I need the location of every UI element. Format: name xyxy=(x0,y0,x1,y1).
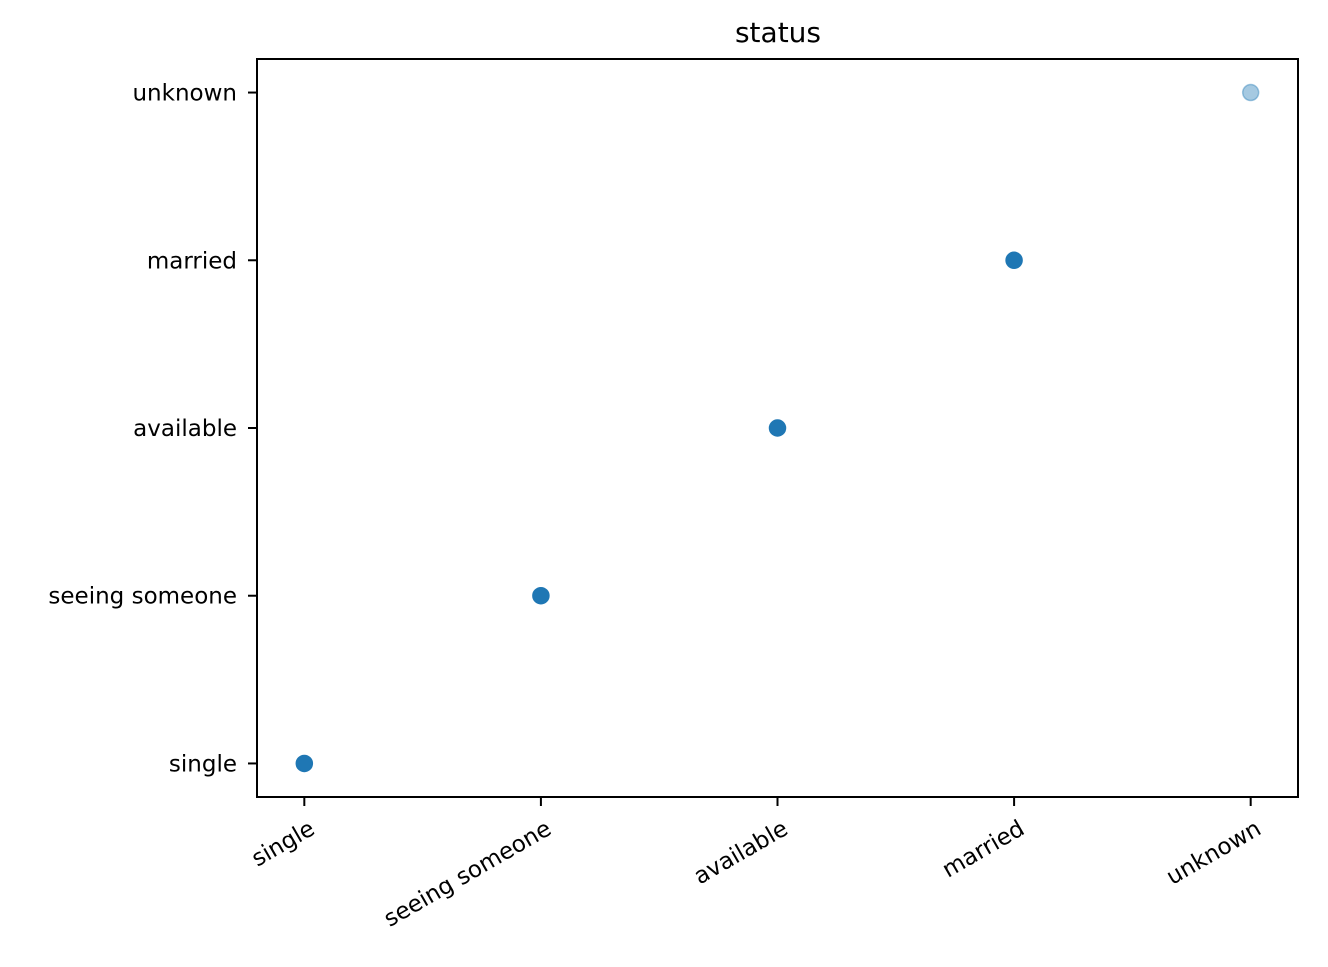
data-point xyxy=(532,586,550,605)
x-tick-label: available xyxy=(690,816,793,890)
data-point xyxy=(1005,251,1023,270)
data-point xyxy=(1241,83,1260,102)
y-axis: single seeing someone available married unkn… xyxy=(48,81,257,777)
x-tick-label: married xyxy=(938,816,1029,884)
x-tick-label: seeing someone xyxy=(380,816,556,933)
y-tick-label: married xyxy=(147,248,237,274)
data-points xyxy=(295,83,1260,773)
y-tick-label: available xyxy=(133,416,237,442)
x-tick-label: single xyxy=(247,816,319,873)
chart-title: status xyxy=(735,16,821,49)
data-point xyxy=(768,419,787,437)
y-tick-label: seeing someone xyxy=(48,584,237,610)
data-point xyxy=(295,754,314,773)
y-tick-label: single xyxy=(169,751,237,777)
x-axis: single seeing someone available married unkn… xyxy=(247,797,1266,933)
x-tick-label: unknown xyxy=(1162,816,1266,891)
y-tick-label: unknown xyxy=(132,81,237,107)
